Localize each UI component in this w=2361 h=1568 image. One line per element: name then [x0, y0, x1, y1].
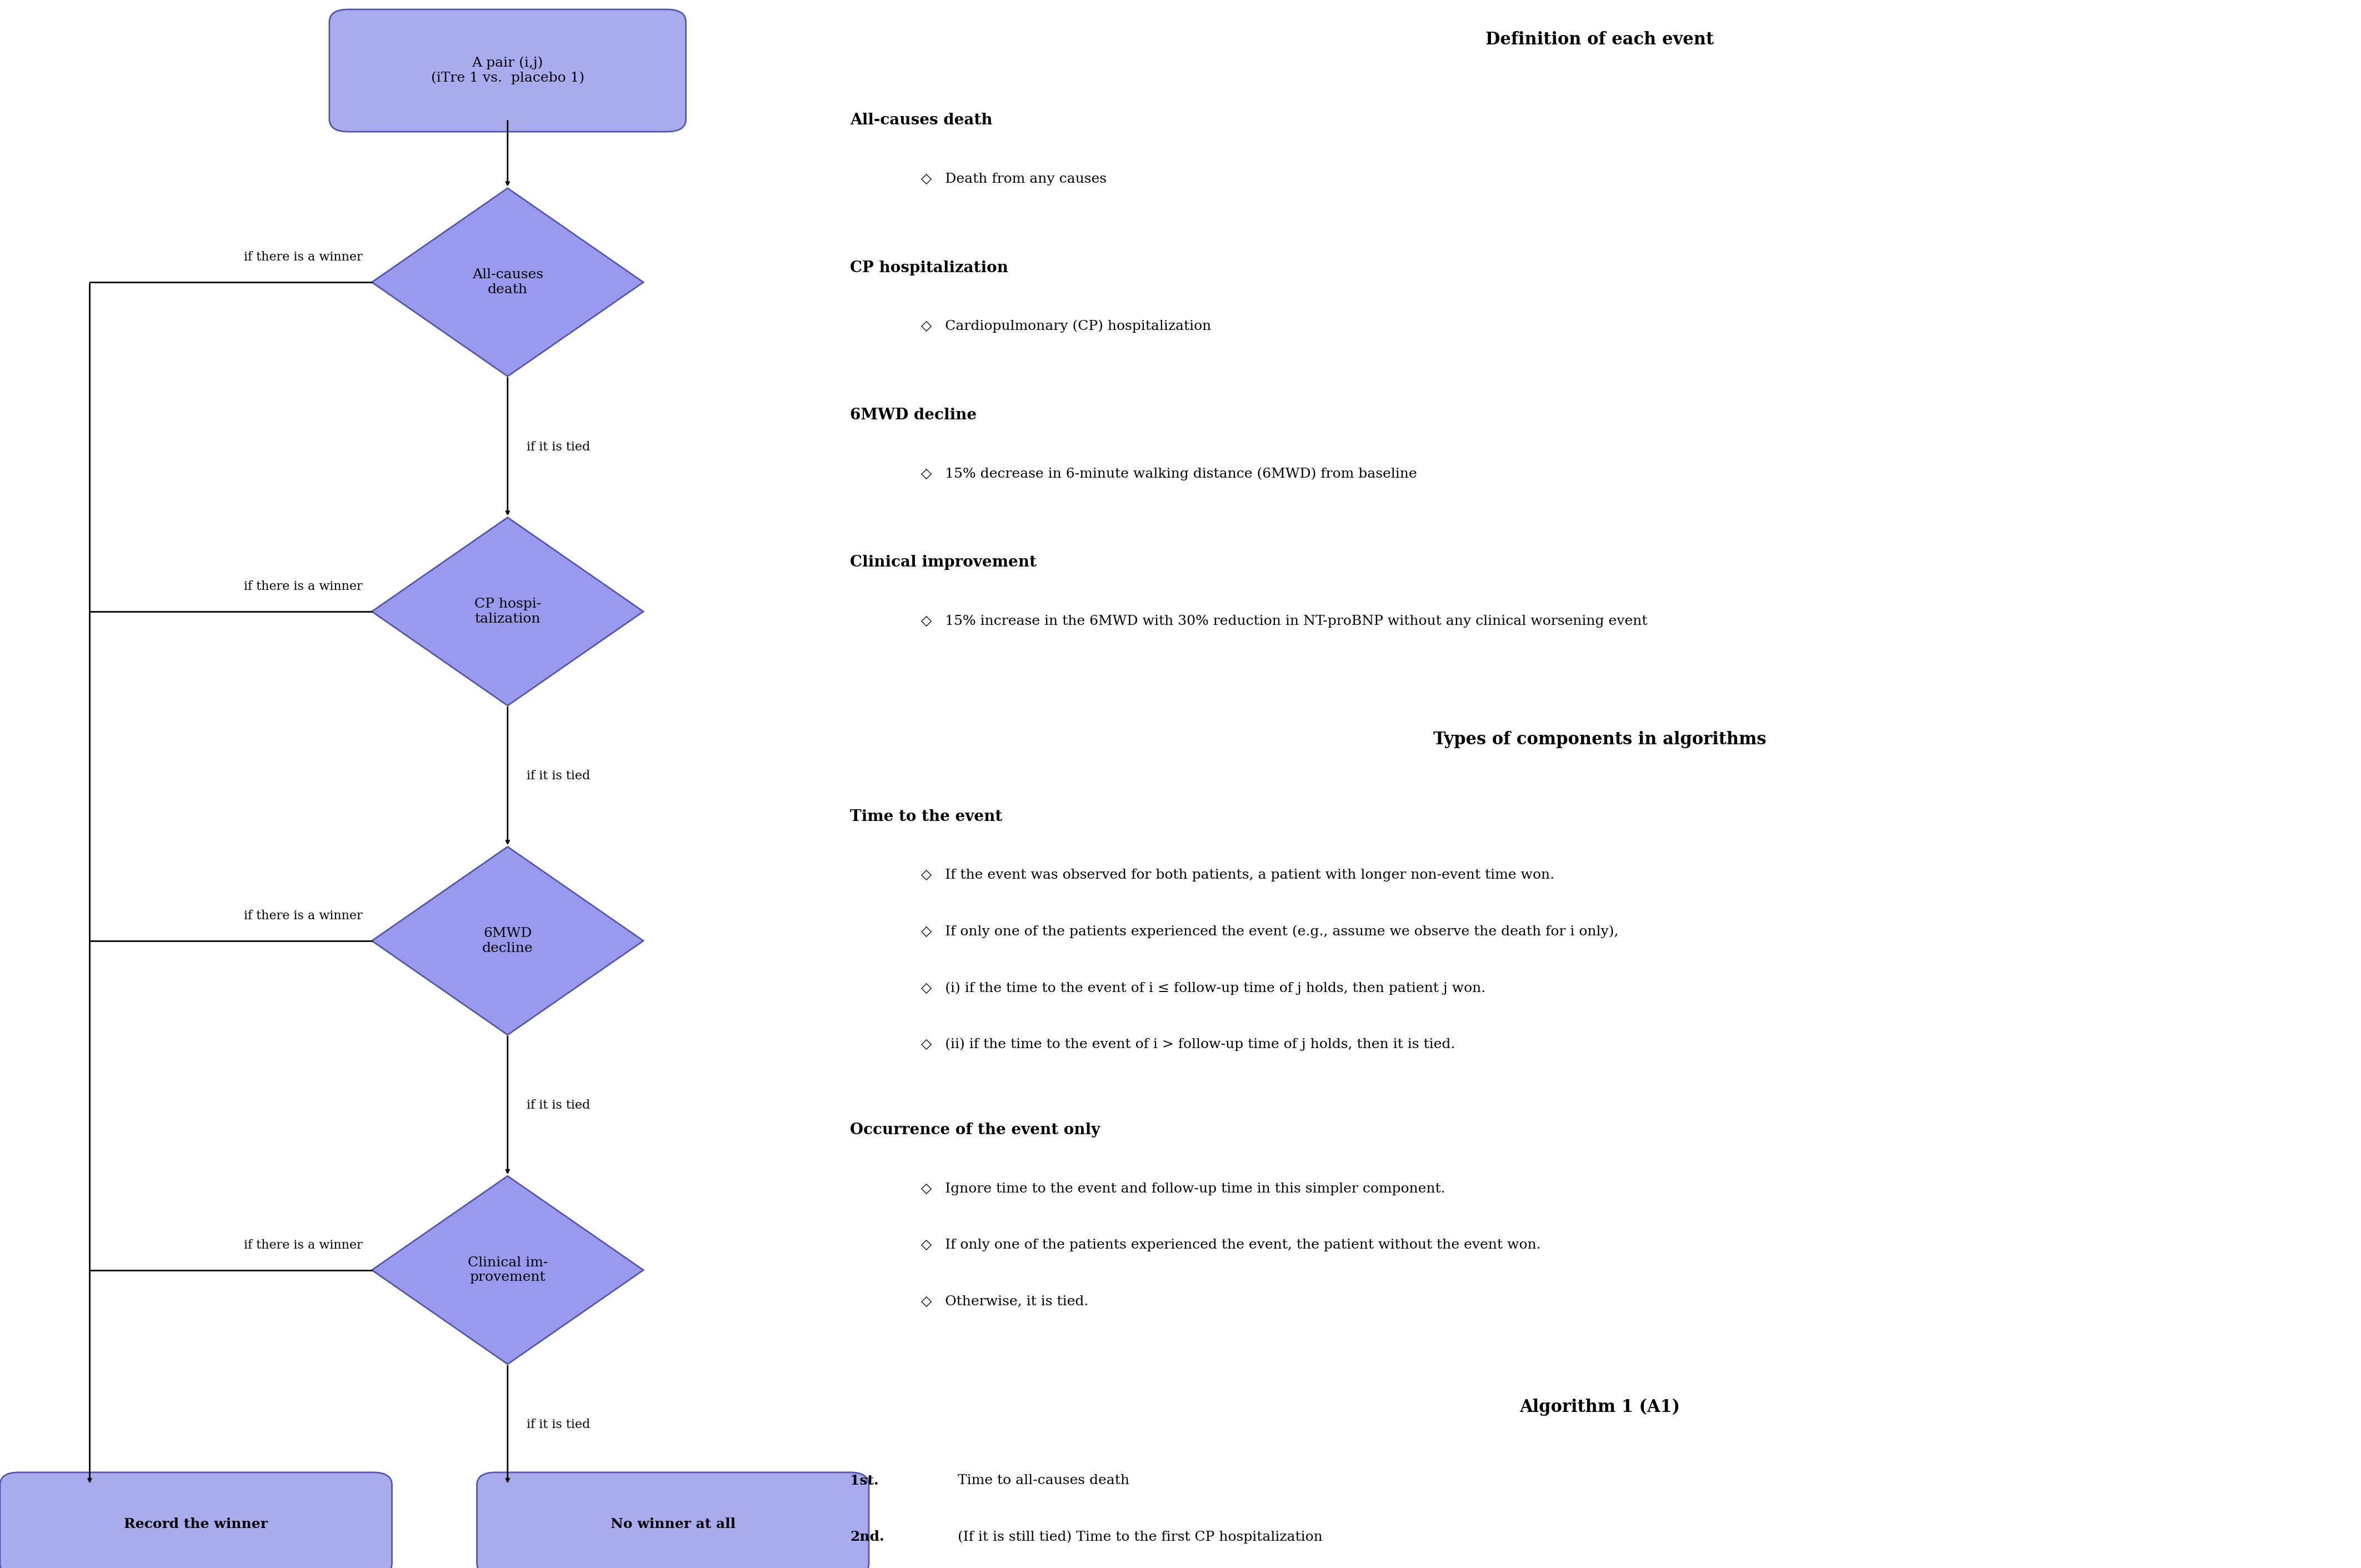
Text: 1st.: 1st. [850, 1474, 878, 1488]
Text: ◇   Ignore time to the event and follow-up time in this simpler component.: ◇ Ignore time to the event and follow-up… [921, 1182, 1445, 1195]
Text: if it is tied: if it is tied [527, 1099, 590, 1112]
Text: A pair (i,j)
(iTre 1 vs.  placebo 1): A pair (i,j) (iTre 1 vs. placebo 1) [432, 56, 583, 85]
Text: if there is a winner: if there is a winner [243, 909, 364, 922]
Text: All-causes
death: All-causes death [472, 268, 543, 296]
Text: ◇   Otherwise, it is tied.: ◇ Otherwise, it is tied. [921, 1295, 1088, 1308]
Text: Types of components in algorithms: Types of components in algorithms [1433, 731, 1766, 748]
Text: ◇   (ii) if the time to the event of i > follow-up time of j holds, then it is t: ◇ (ii) if the time to the event of i > f… [921, 1038, 1454, 1051]
Text: Clinical improvement: Clinical improvement [850, 555, 1036, 571]
Polygon shape [373, 517, 642, 706]
Text: if it is tied: if it is tied [527, 770, 590, 782]
Text: CP hospitalization: CP hospitalization [850, 260, 1008, 276]
Text: if there is a winner: if there is a winner [243, 251, 364, 263]
Text: 6MWD
decline: 6MWD decline [482, 927, 534, 955]
Text: if it is tied: if it is tied [527, 1419, 590, 1430]
Text: 2nd.: 2nd. [850, 1530, 883, 1544]
Polygon shape [373, 188, 642, 376]
Text: Record the winner: Record the winner [125, 1518, 267, 1530]
Text: ◇   If only one of the patients experienced the event, the patient without the e: ◇ If only one of the patients experience… [921, 1239, 1539, 1251]
Text: ◇   15% increase in the 6MWD with 30% reduction in NT-proBNP without any clinica: ◇ 15% increase in the 6MWD with 30% redu… [921, 615, 1648, 627]
Polygon shape [373, 847, 642, 1035]
Text: 6MWD decline: 6MWD decline [850, 408, 977, 423]
Text: ◇   Cardiopulmonary (CP) hospitalization: ◇ Cardiopulmonary (CP) hospitalization [921, 320, 1211, 332]
Text: Definition of each event: Definition of each event [1485, 31, 1714, 49]
Text: No winner at all: No winner at all [611, 1518, 734, 1530]
Text: Time to all-causes death: Time to all-causes death [949, 1474, 1129, 1486]
Text: Occurrence of the event only: Occurrence of the event only [850, 1123, 1100, 1138]
Text: ◇   15% decrease in 6-minute walking distance (6MWD) from baseline: ◇ 15% decrease in 6-minute walking dista… [921, 467, 1417, 480]
Text: if there is a winner: if there is a winner [243, 580, 364, 593]
Text: ◇   (i) if the time to the event of i ≤ follow-up time of j holds, then patient : ◇ (i) if the time to the event of i ≤ fo… [921, 982, 1485, 994]
Text: Time to the event: Time to the event [850, 809, 1003, 825]
Text: ◇   If only one of the patients experienced the event (e.g., assume we observe t: ◇ If only one of the patients experience… [921, 925, 1617, 938]
Text: CP hospi-
talization: CP hospi- talization [475, 597, 541, 626]
Text: Clinical im-
provement: Clinical im- provement [467, 1256, 548, 1284]
Text: Algorithm 1 (A1): Algorithm 1 (A1) [1520, 1399, 1681, 1416]
Text: if there is a winner: if there is a winner [243, 1239, 364, 1251]
Text: if it is tied: if it is tied [527, 441, 590, 453]
Text: ◇   If the event was observed for both patients, a patient with longer non-event: ◇ If the event was observed for both pat… [921, 869, 1554, 881]
Text: ◇   Death from any causes: ◇ Death from any causes [921, 172, 1107, 185]
FancyBboxPatch shape [0, 1472, 392, 1568]
Polygon shape [373, 1176, 642, 1364]
Text: All-causes death: All-causes death [850, 113, 992, 129]
Text: (If it is still tied) Time to the first CP hospitalization: (If it is still tied) Time to the first … [949, 1530, 1322, 1543]
FancyBboxPatch shape [477, 1472, 869, 1568]
FancyBboxPatch shape [328, 9, 685, 132]
